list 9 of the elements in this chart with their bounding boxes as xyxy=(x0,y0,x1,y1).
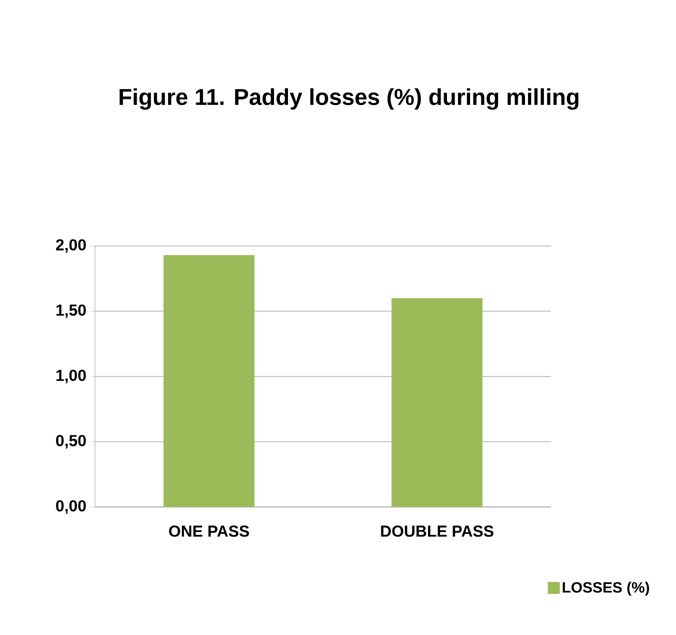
x-tick-label: DOUBLE PASS xyxy=(381,526,494,537)
chart-title: Figure 11. Paddy losses (%) during milling xyxy=(120,88,578,110)
y-tick-label: 0,50 xyxy=(56,434,86,449)
y-tick-label: 1,00 xyxy=(56,370,86,384)
y-tick-label: 0,00 xyxy=(56,500,86,514)
y-tick-label: 1,50 xyxy=(56,304,86,318)
legend-label: LOSSES (%) xyxy=(562,582,650,596)
y-tick-label: 2,00 xyxy=(56,239,86,253)
x-tick-label: ONE PASS xyxy=(169,526,249,537)
